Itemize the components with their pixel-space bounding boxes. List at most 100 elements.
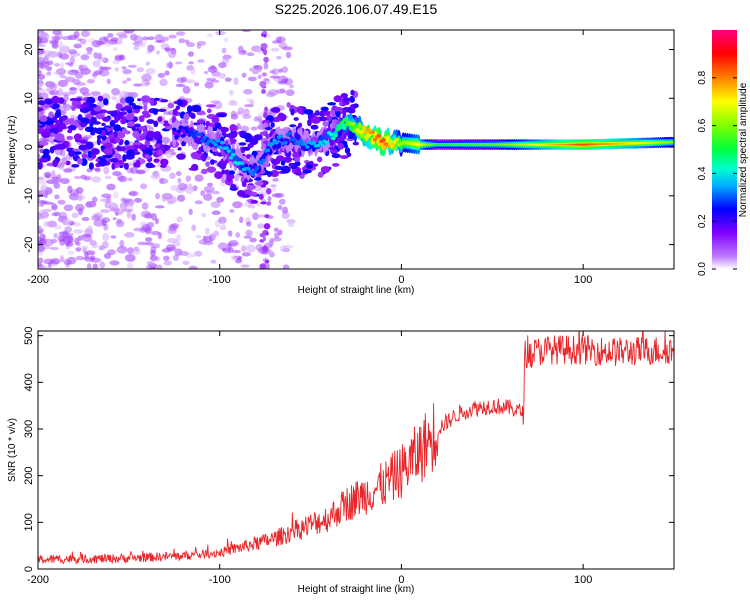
spectrum-noise-blob: [263, 61, 269, 70]
spectrum-band-blob: [124, 96, 135, 104]
spectrum-noise-blob: [64, 226, 73, 233]
spectrum-xtick-label: 0: [398, 274, 404, 286]
spectrum-noise-blob: [263, 48, 268, 56]
spectrum-noise-blob: [261, 72, 268, 77]
spectrum-band-blob: [67, 124, 77, 131]
spectrum-noise-blob: [112, 190, 119, 199]
spectrum-band-blob: [327, 102, 337, 106]
spectrum-xtick-label: -100: [209, 274, 231, 286]
spectrum-noise-blob: [104, 43, 113, 47]
spectrum-noise-blob: [161, 196, 168, 202]
spectrum-noise-blob: [209, 64, 216, 71]
spectrum-noise-blob: [145, 68, 156, 75]
spectrum-ridge-cell: [259, 161, 264, 165]
spectrum-band-blob: [191, 163, 199, 171]
spectrum-noise-blob: [177, 177, 182, 184]
spectrum-band-blob: [186, 105, 193, 113]
spectrum-noise-blob: [101, 93, 111, 101]
spectrum-noise-blob: [247, 76, 257, 82]
spectrum-noise-blob: [237, 107, 245, 114]
spectrum-band-blob: [246, 184, 256, 190]
spectrum-band-blob: [201, 157, 207, 162]
spectrum-noise-blob: [90, 91, 101, 96]
spectrum-noise-blob: [86, 263, 92, 269]
spectrum-ridge-cell: [191, 134, 197, 139]
spectrum-noise-blob: [133, 35, 143, 44]
spectrum-noise-blob: [63, 204, 74, 212]
spectrum-noise-blob: [266, 201, 272, 206]
spectrum-noise-blob: [57, 235, 66, 242]
spectrum-noise-blob: [278, 198, 286, 205]
spectrum-ridge-cell: [261, 158, 266, 162]
spectrum-band-blob: [38, 141, 49, 146]
spectrum-band-blob: [92, 127, 98, 133]
spectrum-band-blob: [103, 142, 113, 149]
spectrum-noise-blob: [99, 65, 104, 74]
spectrum-noise-blob: [241, 30, 252, 33]
spectrum-band-blob: [88, 162, 94, 170]
spectrum-noise-blob: [99, 261, 106, 269]
spectrum-band-blob: [183, 113, 190, 121]
spectrum-band-blob: [177, 147, 182, 151]
spectrum-band-blob: [73, 151, 82, 155]
spectrum-noise-blob: [119, 239, 125, 248]
spectrum-noise-blob: [169, 172, 176, 179]
spectrum-ridge-cell: [359, 130, 365, 134]
spectrum-band-blob: [317, 156, 323, 163]
spectrum-noise-blob: [281, 46, 293, 51]
spectrum-noise-blob: [163, 260, 172, 266]
spectrum-band-blob: [38, 161, 43, 170]
spectrum-band-blob: [125, 145, 136, 152]
spectrum-noise-blob: [177, 194, 186, 202]
spectrum-band-blob: [123, 162, 129, 170]
spectrum-band-blob: [163, 120, 169, 124]
snr-series-line: [38, 331, 674, 565]
spectrum-noise-blob: [195, 235, 202, 239]
spectrum-noise-blob: [273, 227, 279, 232]
spectrum-band-blob: [312, 163, 319, 167]
spectrum-band-blob: [121, 128, 128, 134]
snr-ytick-label: 0: [23, 566, 35, 572]
spectrum-noise-blob: [43, 220, 50, 227]
spectrum-noise-blob: [38, 230, 43, 235]
colorbar-ticks: 0.0 0.2 0.4 0.6 0.8: [697, 70, 737, 276]
spectrum-band-blob: [258, 193, 264, 200]
spectrum-band-blob: [50, 127, 60, 133]
spectrum-band-blob: [160, 158, 169, 166]
spectrum-band-blob: [81, 153, 88, 159]
spectrum-noise-blob: [41, 208, 52, 213]
spectrum-band-blob: [238, 142, 247, 146]
spectrum-band-blob: [153, 120, 159, 128]
spectrum-noise-blob: [176, 216, 183, 223]
spectrum-ridge-cell: [252, 169, 258, 174]
spectrum-band-blob: [146, 119, 155, 124]
spectrum-band-blob: [125, 114, 135, 121]
spectrum-noise-blob: [211, 210, 221, 216]
spectrum-band-blob: [340, 93, 348, 99]
spectrum-noise-blob: [79, 87, 90, 95]
spectrum-noise-blob: [147, 36, 155, 41]
spectrum-band-blob: [124, 140, 130, 146]
spectrum-noise-blob: [218, 216, 227, 224]
spectrum-noise-blob: [51, 202, 57, 210]
spectrum-ridge-cell: [189, 130, 194, 135]
spectrum-noise-blob: [150, 249, 156, 257]
spectrum-noise-blob: [175, 171, 182, 176]
spectrum-noise-blob: [245, 244, 257, 253]
spectrum-noise-blob: [252, 70, 259, 75]
spectrum-noise-blob: [112, 217, 117, 221]
spectrum-ridge-cell: [254, 166, 260, 171]
spectrum-band-blob: [78, 144, 88, 151]
spectrum-ridge-cell: [178, 125, 184, 130]
spectrum-band-blob: [198, 146, 203, 155]
spectrum-noise-blob: [90, 176, 102, 183]
spectrum-noise-blob: [178, 38, 186, 44]
spectrum-noise-blob: [240, 264, 250, 268]
spectrum-band-blob: [49, 146, 55, 154]
spectrum-band-blob: [44, 99, 53, 105]
spectrum-noise-blob: [92, 196, 98, 203]
spectrum-noise-blob: [65, 241, 74, 247]
spectrum-band-blob: [278, 112, 284, 118]
spectrum-band-blob: [119, 111, 127, 116]
